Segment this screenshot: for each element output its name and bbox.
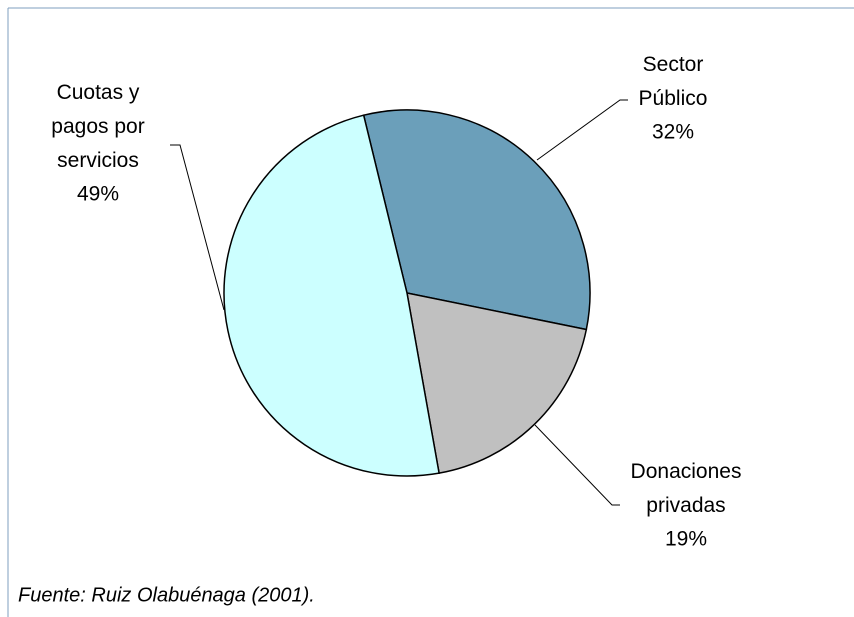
slice-label: Sector Público bbox=[639, 53, 708, 110]
source-note: Fuente: Ruiz Olabuénaga (2001). bbox=[18, 584, 315, 606]
slice-label: Donaciones privadas bbox=[631, 460, 742, 517]
slice-value-label: 32% bbox=[652, 121, 694, 144]
pie-slice bbox=[406, 292, 588, 475]
pie-slice bbox=[362, 109, 591, 331]
leader-line bbox=[536, 99, 628, 161]
leader-line bbox=[534, 424, 620, 506]
leader-line bbox=[170, 144, 225, 311]
slice-value-label: 19% bbox=[665, 528, 707, 551]
pie-slice bbox=[223, 114, 440, 477]
slice-label: Cuotas y pagos por servicios bbox=[51, 81, 144, 172]
slice-value-label: 49% bbox=[77, 183, 119, 206]
